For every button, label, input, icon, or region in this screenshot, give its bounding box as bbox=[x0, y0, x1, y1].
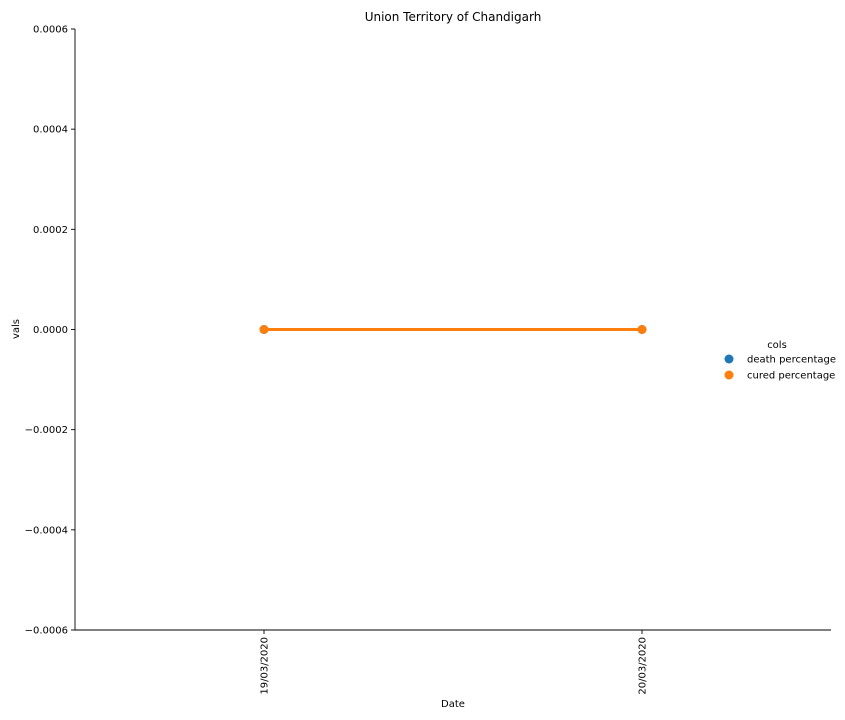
legend-items: death percentage cured percentage bbox=[724, 354, 836, 382]
legend-marker bbox=[724, 354, 734, 364]
x-tick-label: 20/03/2020 bbox=[638, 637, 649, 695]
y-tick-label: −0.0004 bbox=[25, 525, 68, 536]
legend-label: cured percentage bbox=[747, 371, 835, 382]
y-ticks: 0.0006 0.0004 0.0002 0.0000 −0.0002 −0.0004 −0… bbox=[25, 25, 75, 637]
series-cured-percentage bbox=[259, 325, 647, 334]
series-layer bbox=[259, 325, 647, 334]
y-tick-label: 0.0006 bbox=[33, 25, 68, 36]
x-ticks: 19/03/2020 20/03/2020 bbox=[260, 630, 649, 695]
y-tick-label: 0.0002 bbox=[33, 225, 68, 236]
data-point bbox=[259, 325, 269, 334]
legend-label: death percentage bbox=[747, 355, 836, 366]
x-tick-label: 19/03/2020 bbox=[260, 637, 271, 695]
y-tick-label: −0.0002 bbox=[25, 425, 68, 436]
legend-item: cured percentage bbox=[724, 370, 835, 382]
y-tick-label: −0.0006 bbox=[25, 626, 68, 637]
legend: cols death percentage cured percentage bbox=[724, 340, 836, 382]
x-axis-label: Date bbox=[441, 699, 465, 710]
legend-title: cols bbox=[767, 340, 787, 351]
legend-item: death percentage bbox=[724, 354, 836, 366]
y-tick-label: 0.0004 bbox=[33, 125, 68, 136]
chart-title: Union Territory of Chandigarh bbox=[365, 10, 542, 24]
y-tick-label: 0.0000 bbox=[33, 325, 68, 336]
y-axis-label: vals bbox=[11, 319, 22, 339]
data-point bbox=[637, 325, 647, 334]
legend-marker bbox=[724, 370, 734, 380]
